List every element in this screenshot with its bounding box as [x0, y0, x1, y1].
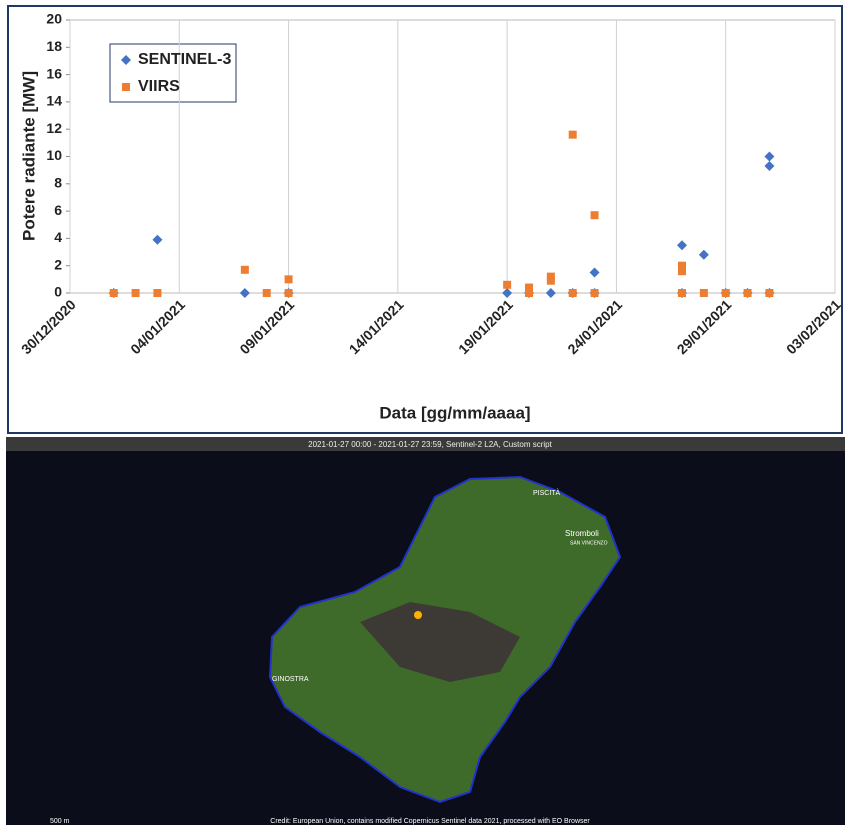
- lava-glow: [414, 611, 422, 619]
- data-point: [591, 289, 599, 297]
- legend-label: SENTINEL-3: [138, 51, 231, 68]
- y-axis-label: Potere radiante [MW]: [19, 71, 38, 241]
- data-point: [153, 289, 161, 297]
- data-point: [591, 211, 599, 219]
- data-point: [285, 275, 293, 283]
- y-tick-label: 20: [46, 11, 62, 27]
- scale-label: 500 m: [50, 818, 70, 825]
- image-title: 2021-01-27 00:00 - 2021-01-27 23:59, Sen…: [308, 440, 552, 449]
- y-tick-label: 6: [54, 202, 62, 218]
- data-point: [285, 289, 293, 297]
- data-point: [569, 289, 577, 297]
- data-point: [744, 289, 752, 297]
- data-point: [110, 289, 118, 297]
- y-tick-label: 12: [46, 120, 62, 136]
- place-label: SAN VINCENZO: [570, 540, 608, 546]
- chart: Data [gg/mm/aaaa] Potere radiante [MW] 0…: [0, 0, 845, 437]
- y-tick-label: 4: [54, 229, 62, 245]
- y-tick-label: 0: [54, 284, 62, 300]
- data-point: [547, 277, 555, 285]
- page: {"chart_data": {"type": "scatter", "x_la…: [0, 0, 845, 825]
- x-axis-label: Data [gg/mm/aaaa]: [379, 403, 530, 422]
- legend-label: VIIRS: [138, 78, 180, 95]
- data-point: [678, 289, 686, 297]
- place-label: GINOSTRA: [272, 676, 309, 683]
- y-tick-label: 8: [54, 175, 62, 191]
- data-point: [678, 267, 686, 275]
- data-point: [241, 266, 249, 274]
- satellite-image: 2021-01-27 00:00 - 2021-01-27 23:59, Sen…: [0, 437, 845, 825]
- data-point: [700, 289, 708, 297]
- data-point: [263, 289, 271, 297]
- y-tick-label: 10: [46, 147, 62, 163]
- y-tick-label: 14: [46, 93, 62, 109]
- data-point: [722, 289, 730, 297]
- data-point: [503, 281, 511, 289]
- image-credit: Credit: European Union, contains modifie…: [270, 818, 590, 825]
- data-point: [525, 284, 533, 292]
- data-point: [765, 289, 773, 297]
- y-tick-label: 18: [46, 38, 62, 54]
- y-tick-label: 16: [46, 65, 62, 81]
- legend-marker: [122, 83, 130, 91]
- place-label: Stromboli: [565, 529, 599, 538]
- data-point: [132, 289, 140, 297]
- data-point: [569, 131, 577, 139]
- place-label: PISCITÀ: [533, 488, 561, 497]
- y-tick-label: 2: [54, 256, 62, 272]
